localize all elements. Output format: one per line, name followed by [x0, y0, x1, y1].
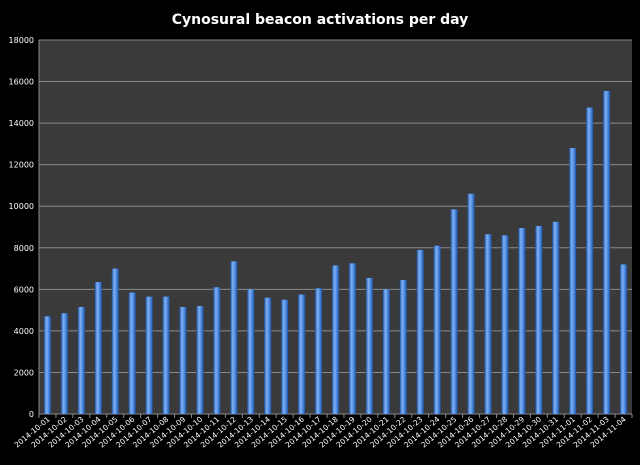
x-tick-labels: 2014-10-012014-10-022014-10-032014-10-04…: [13, 414, 628, 449]
bar: [179, 306, 187, 414]
y-tick-label: 12000: [9, 161, 34, 170]
bar: [501, 235, 509, 414]
bar: [145, 296, 153, 414]
bar: [264, 297, 272, 414]
bar: [77, 306, 85, 414]
bar: [433, 245, 441, 414]
bar: [450, 209, 458, 414]
y-tick-label: 2000: [14, 368, 34, 377]
bar: [552, 221, 560, 414]
y-tick-label: 18000: [9, 36, 34, 45]
y-tick-label: 14000: [9, 119, 34, 128]
bar: [247, 289, 255, 414]
bar: [331, 265, 340, 414]
bar: [603, 90, 611, 415]
bar: [365, 277, 373, 414]
bar: [314, 288, 323, 414]
bars: [43, 90, 628, 415]
bar: [518, 228, 526, 414]
bar: [213, 287, 221, 414]
bar: [467, 193, 475, 414]
bar: [535, 225, 543, 414]
y-tick-label: 0: [29, 410, 34, 419]
bar: [94, 282, 102, 414]
bar: [281, 299, 289, 414]
y-tick-labels: 0 2000 4000 6000 8000 10000 12000 14000 16000 180…: [9, 36, 34, 419]
bar: [399, 279, 407, 414]
bar: [619, 264, 628, 414]
y-tick-label: 6000: [14, 285, 34, 294]
y-tick-label: 10000: [9, 202, 34, 211]
bar: [382, 289, 390, 414]
chart-title: Cynosural beacon activations per day: [172, 12, 469, 28]
bar: [128, 292, 136, 414]
bar: [60, 313, 68, 414]
bar: [416, 249, 424, 414]
bar: [162, 296, 170, 414]
bar: [586, 107, 594, 415]
bar: [569, 148, 577, 415]
bar: [43, 316, 52, 414]
bar: [298, 294, 306, 414]
bar: [111, 268, 119, 414]
bar: [196, 305, 204, 414]
y-tick-label: 4000: [14, 327, 34, 336]
bar: [230, 261, 238, 414]
y-tick-label: 16000: [9, 78, 34, 87]
bar: [348, 263, 357, 414]
bar: [484, 234, 492, 414]
y-tick-label: 8000: [14, 244, 34, 253]
